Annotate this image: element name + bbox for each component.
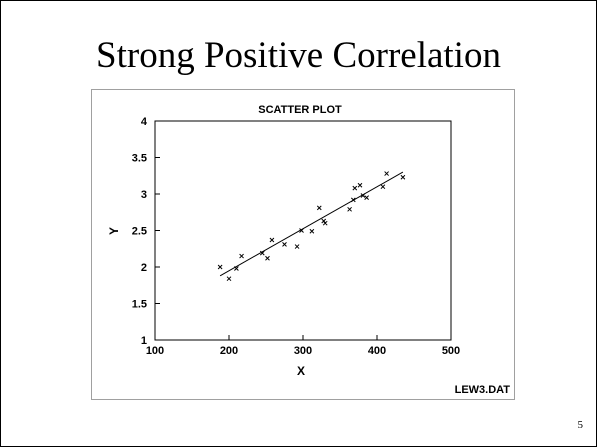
data-point [309, 228, 315, 234]
chart-title: SCATTER PLOT [258, 104, 342, 116]
x-tick-label: 100 [146, 345, 164, 357]
data-point [400, 174, 406, 180]
data-point [322, 220, 328, 226]
data-point [347, 206, 352, 212]
data-point [380, 184, 386, 190]
chart-frame: SCATTER PLOT 100 200 300 400 500 1 1.5 2 2.5 3 3.… [91, 89, 515, 400]
data-point [265, 255, 270, 261]
x-tick-label: 500 [442, 345, 460, 357]
slide-title: Strong Positive Correlation [96, 35, 501, 76]
data-point [364, 195, 369, 201]
data-point [357, 182, 363, 188]
scatter-chart: SCATTER PLOT 100 200 300 400 500 1 1.5 2 2.5 3 3.… [107, 104, 511, 396]
page-number: 5 [577, 419, 584, 431]
data-point [316, 205, 322, 211]
data-point [294, 244, 300, 249]
y-tick-label: 1 [141, 335, 147, 347]
data-point [360, 193, 366, 198]
scatter-points [217, 171, 406, 282]
data-point [259, 250, 265, 256]
x-axis-label: X [297, 364, 305, 378]
data-point [321, 218, 327, 224]
y-tick-label: 3 [141, 189, 147, 201]
y-tick-label: 3.5 [132, 153, 147, 165]
plot-area-border [154, 120, 452, 341]
y-tick-label: 4 [141, 116, 148, 128]
y-axis-ticks: 1 1.5 2 2.5 3 3.5 4 [132, 116, 160, 347]
regression-line [219, 171, 404, 277]
data-point [384, 171, 389, 176]
data-point [299, 228, 304, 233]
data-point [234, 266, 239, 271]
data-point [239, 253, 244, 259]
data-point [352, 185, 358, 191]
data-point [269, 237, 275, 243]
data-point [217, 264, 223, 270]
y-tick-label: 1.5 [132, 299, 147, 311]
x-tick-label: 400 [368, 345, 386, 357]
data-point [226, 276, 232, 282]
x-axis-ticks: 100 200 300 400 500 [146, 335, 460, 357]
data-point [282, 242, 287, 247]
y-tick-label: 2.5 [132, 226, 147, 238]
y-axis-label: Y [107, 227, 121, 235]
y-tick-label: 2 [141, 262, 147, 274]
data-point [350, 197, 356, 203]
x-tick-label: 300 [294, 345, 312, 357]
dataset-label: LEW3.DAT [455, 384, 511, 396]
x-tick-label: 200 [220, 345, 238, 357]
